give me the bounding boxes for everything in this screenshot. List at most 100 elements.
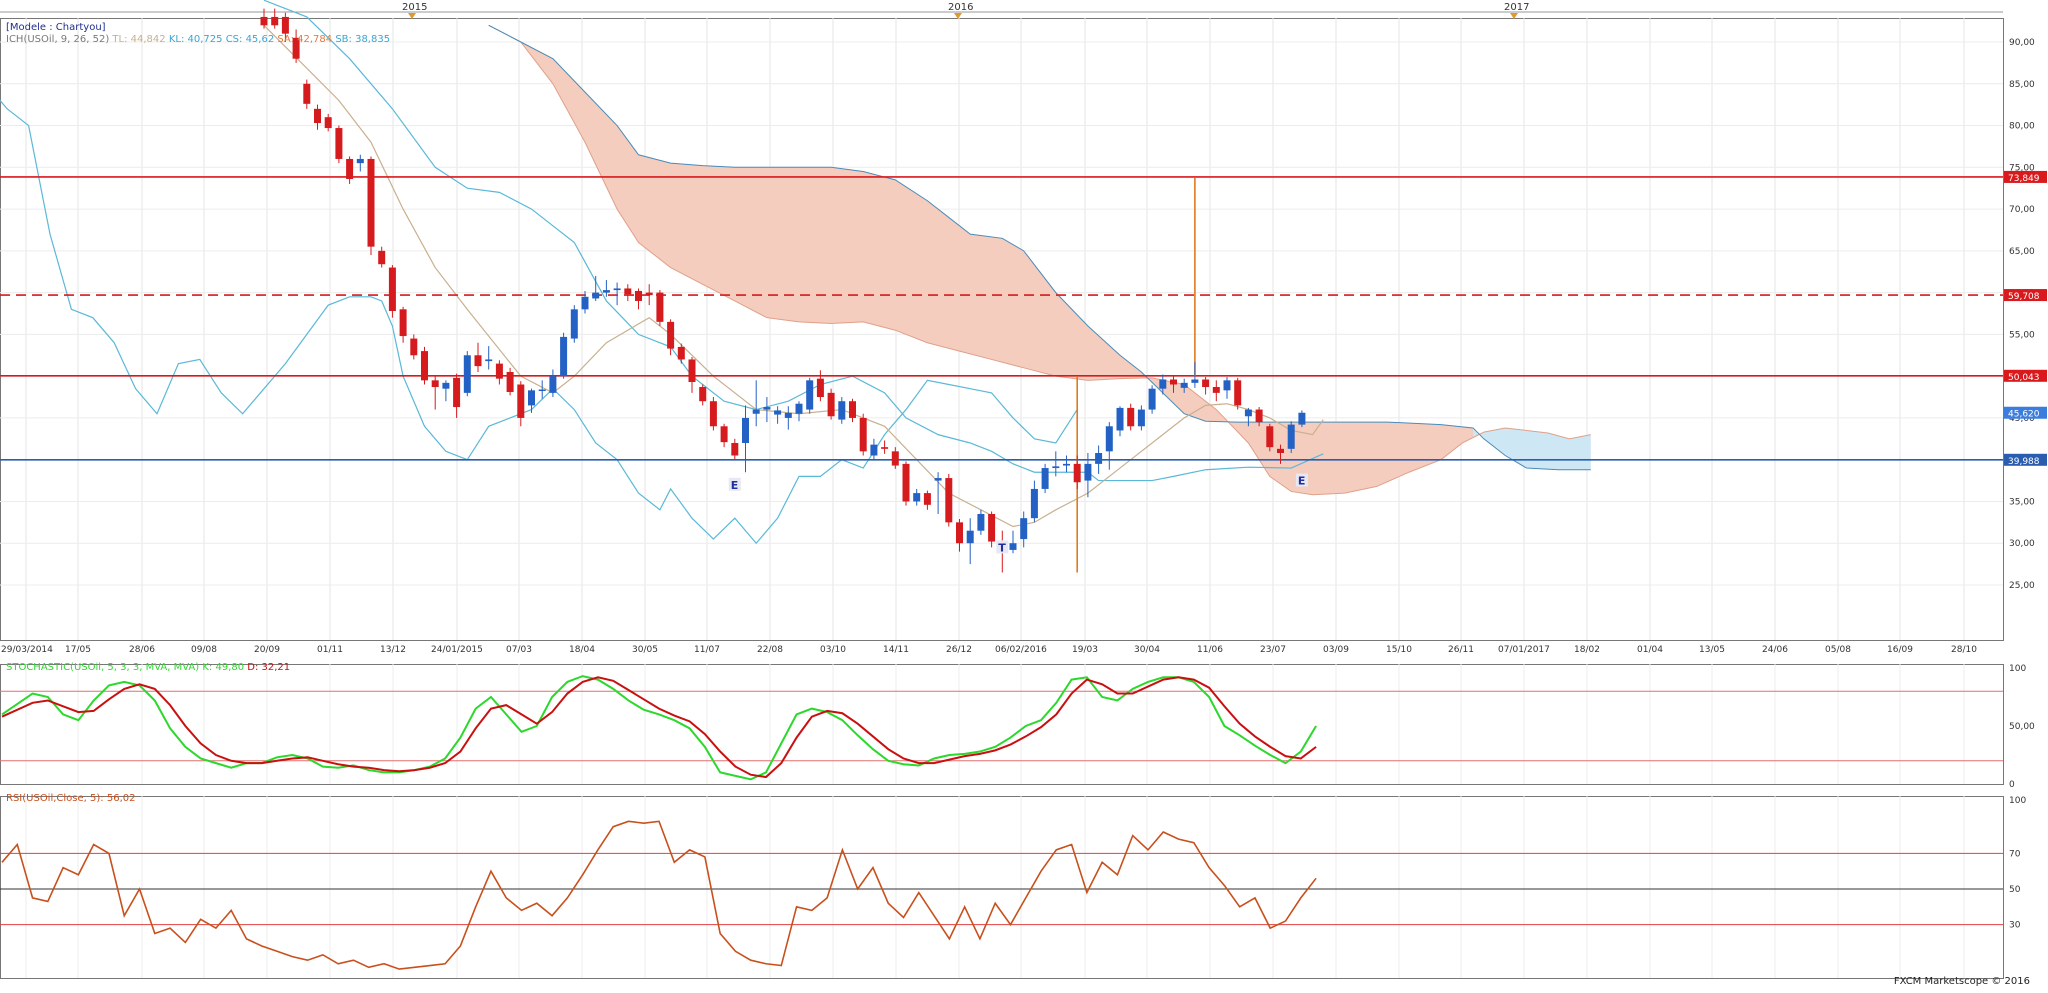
pattern-label-bg: [1295, 473, 1308, 487]
candle-bear: [1170, 379, 1177, 385]
y-tick-label: 80,00: [2009, 122, 2035, 132]
candle-bear: [945, 478, 953, 523]
candle-bear: [849, 401, 856, 418]
pattern-label-bg: [728, 477, 741, 491]
candle-bull: [1105, 426, 1113, 452]
level-tag-59,708: [2004, 289, 2047, 302]
x-tick-label: 17/05: [65, 645, 91, 655]
candle-bear: [421, 351, 428, 381]
candle-bear: [388, 267, 396, 311]
candle-bull: [752, 409, 760, 414]
rsi-y-label: 100: [2009, 796, 2026, 806]
candle-bull: [581, 296, 589, 310]
candle-bear: [314, 108, 321, 124]
candle-bear: [1255, 409, 1263, 423]
candle-bull: [560, 336, 568, 377]
candle-bull: [356, 158, 364, 164]
candle-bear: [431, 380, 439, 388]
last-price-label: 45,620: [2008, 410, 2040, 420]
x-tick-label: 29/03/2014: [1, 645, 53, 655]
y-tick-label: 55,00: [2009, 330, 2035, 340]
x-tick-label: 18/04: [569, 645, 595, 655]
candle-bear: [1202, 379, 1210, 388]
year-marker-2015: [408, 13, 416, 19]
candle-bull: [1180, 382, 1188, 388]
pattern-label-E: E: [1298, 475, 1306, 488]
x-tick-label: 20/09: [254, 645, 280, 655]
y-tick-label: 35,00: [2009, 497, 2035, 507]
candle-bull: [913, 493, 921, 502]
x-tick-label: 24/06: [1762, 645, 1788, 655]
candle-bear: [517, 384, 525, 418]
candle-bear: [1266, 426, 1274, 448]
candle-bull: [1244, 409, 1252, 417]
rsi-panel-frame: [0, 796, 2004, 979]
level-label-39,988: 39,988: [2008, 457, 2040, 467]
candle-bull: [784, 412, 792, 418]
stochastic-level-tag: [2004, 755, 2020, 766]
footer-credit: FXCM Marketscope © 2016: [1893, 976, 2030, 987]
stochastic-panel-frame: [0, 664, 2004, 785]
x-tick-label: 07/03: [506, 645, 532, 655]
x-tick-label: 13/05: [1699, 645, 1725, 655]
stochastic-header: STOCHASTIC(USOil, 5, 3, 3, MVA, MVA) K: …: [6, 662, 290, 673]
x-tick-label: 16/09: [1887, 645, 1913, 655]
candle-bear: [410, 338, 418, 356]
candle-bull: [1116, 407, 1124, 431]
candle-bull: [966, 530, 974, 544]
candle-bear: [645, 292, 653, 296]
candle-bear: [816, 378, 824, 398]
stochastic-y-label: 50,00: [2009, 722, 2035, 732]
ichimoku-cloud-bear: [488, 25, 1484, 495]
candle-bull: [1298, 412, 1306, 425]
candle-bull: [742, 417, 749, 443]
rsi-y-label: 30: [2009, 921, 2021, 931]
candle-bear: [859, 417, 867, 452]
candle-bull: [1137, 409, 1145, 427]
candle-bull: [1063, 463, 1070, 466]
candle-bull: [1223, 380, 1231, 391]
candle-bear: [688, 359, 696, 383]
year-marker-2016: [954, 13, 962, 19]
candle-bear: [281, 16, 289, 34]
stochastic-k-value: K: 49,80: [202, 662, 245, 673]
candle-bear: [1212, 387, 1220, 393]
stochastic-level-tag: [2004, 686, 2020, 697]
candle-bear: [260, 16, 268, 26]
candle-bear: [378, 250, 386, 265]
candle-bear: [635, 290, 642, 301]
x-tick-label: 28/10: [1951, 645, 1977, 655]
x-tick-label: 22/08: [757, 645, 783, 655]
level-tag-73,849: [2004, 170, 2047, 183]
candle-bull: [442, 382, 450, 389]
x-tick-label: 30/05: [632, 645, 658, 655]
y-tick-label: 25,00: [2009, 581, 2035, 591]
candle-bull: [538, 389, 546, 392]
candle-bull: [1009, 543, 1017, 550]
year-label-2015: 2015: [402, 2, 427, 13]
candle-bull: [870, 444, 878, 456]
candle-bull: [934, 478, 942, 481]
level-tag-39,988: [2004, 453, 2047, 466]
candle-bull: [806, 380, 814, 410]
stochastic-d-line: [1, 676, 1317, 779]
candle-bear: [677, 346, 685, 360]
candle-bear: [624, 288, 632, 295]
chikou-value: CS: 45,62: [225, 34, 275, 45]
ichimoku-header: ICH(USOil, 9, 26, 52) TL: 44,842 KL: 40,…: [6, 34, 390, 45]
candle-bear: [292, 37, 300, 59]
y-tick-label: 45,00: [2009, 414, 2035, 424]
last-price-tag: [2004, 406, 2047, 419]
candle-bull: [592, 292, 600, 299]
x-tick-label: 15/10: [1386, 645, 1412, 655]
candle-bear: [453, 377, 461, 408]
candle-bear: [667, 321, 675, 349]
kijun-value: KL: 40,725: [168, 34, 223, 45]
x-tick-label: 11/07: [694, 645, 720, 655]
span-b-value: SB: 38,835: [335, 34, 391, 45]
x-tick-label: 01/11: [317, 645, 343, 655]
ichimoku-name: ICH(USOil, 9, 26, 52): [6, 34, 110, 45]
model-label: [Modele : Chartyou]: [6, 22, 106, 33]
